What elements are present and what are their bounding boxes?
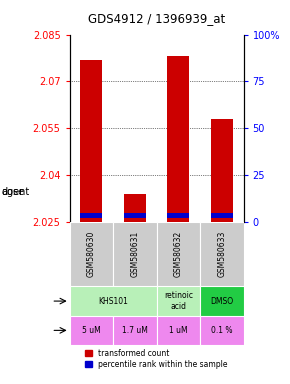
- Text: GDS4912 / 1396939_at: GDS4912 / 1396939_at: [88, 12, 225, 25]
- Bar: [200, 222, 244, 286]
- Bar: [80, 214, 102, 218]
- Text: GSM580631: GSM580631: [130, 231, 139, 277]
- Bar: [113, 316, 157, 345]
- Bar: [200, 286, 244, 316]
- Bar: [157, 286, 200, 316]
- Bar: [124, 194, 146, 222]
- Bar: [211, 214, 233, 218]
- Bar: [211, 119, 233, 222]
- Bar: [124, 214, 146, 218]
- Text: GSM580630: GSM580630: [87, 231, 96, 277]
- Text: agent: agent: [1, 187, 30, 197]
- Bar: [157, 222, 200, 286]
- Bar: [200, 316, 244, 345]
- Bar: [70, 286, 157, 316]
- Text: 1.7 uM: 1.7 uM: [122, 326, 148, 335]
- Text: 1 uM: 1 uM: [169, 326, 188, 335]
- Bar: [157, 316, 200, 345]
- Bar: [70, 316, 113, 345]
- Text: KHS101: KHS101: [98, 296, 128, 306]
- Text: 0.1 %: 0.1 %: [211, 326, 233, 335]
- Text: retinoic
acid: retinoic acid: [164, 291, 193, 311]
- Bar: [70, 222, 113, 286]
- Text: DMSO: DMSO: [210, 296, 233, 306]
- Bar: [168, 56, 189, 222]
- Text: 5 uM: 5 uM: [82, 326, 101, 335]
- Bar: [168, 214, 189, 218]
- Text: GSM580633: GSM580633: [217, 231, 226, 277]
- Bar: [113, 222, 157, 286]
- Text: GSM580632: GSM580632: [174, 231, 183, 277]
- Bar: [80, 60, 102, 222]
- Legend: transformed count, percentile rank within the sample: transformed count, percentile rank withi…: [85, 349, 228, 369]
- Text: dose: dose: [1, 187, 25, 197]
